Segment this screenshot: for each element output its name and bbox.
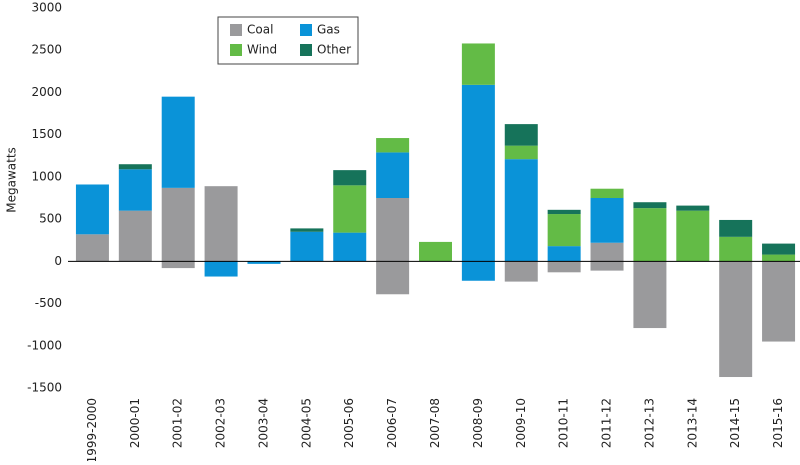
legend-swatch xyxy=(230,44,242,56)
bar-segment xyxy=(719,261,753,378)
bar-segment xyxy=(504,261,538,282)
y-tick-label: 2000 xyxy=(31,85,62,99)
bar-segment xyxy=(461,84,495,262)
y-tick-label: 1500 xyxy=(31,127,62,141)
bar-segment xyxy=(590,188,624,198)
bar-segment xyxy=(461,43,495,85)
bar-segment xyxy=(161,96,195,188)
bar-segment xyxy=(547,261,581,273)
x-tick-label: 2004-05 xyxy=(299,398,313,448)
x-tick-label: 2009-10 xyxy=(514,398,528,448)
bar-segment xyxy=(547,246,581,262)
bar-segment xyxy=(547,209,581,215)
bar-segment xyxy=(75,184,109,235)
bar-segment xyxy=(376,138,410,153)
legend-swatch xyxy=(300,44,312,56)
bar-segment xyxy=(376,198,410,262)
y-tick-label: 2500 xyxy=(31,43,62,57)
x-tick-label: 2012-13 xyxy=(642,398,656,448)
bar-segment xyxy=(590,198,624,243)
y-tick-label: -500 xyxy=(35,296,62,310)
x-tick-label: 2007-08 xyxy=(428,398,442,448)
bar-segment xyxy=(461,261,495,281)
bar-segment xyxy=(719,236,753,262)
legend-swatch xyxy=(230,24,242,36)
y-axis-label: Megawatts xyxy=(5,147,19,213)
legend-label: Coal xyxy=(247,23,273,37)
x-tick-label: 1999-2000 xyxy=(85,398,99,461)
bar-segment xyxy=(376,152,410,198)
bar-segment xyxy=(719,219,753,237)
bar-segment xyxy=(204,186,238,262)
bar-segment xyxy=(419,241,452,262)
bar-segment xyxy=(333,170,367,186)
legend-label: Other xyxy=(317,43,351,57)
x-tick-label: 2010-11 xyxy=(557,398,571,448)
bar-segment xyxy=(590,261,624,271)
bar-segment xyxy=(247,261,281,264)
x-tick-label: 2001-02 xyxy=(171,398,185,448)
bar-segment xyxy=(762,243,796,255)
bar-segment xyxy=(633,202,667,209)
x-tick-label: 2000-01 xyxy=(128,398,142,448)
bar-segment xyxy=(290,231,324,262)
y-tick-label: 500 xyxy=(39,212,62,226)
bar-segment xyxy=(762,261,796,342)
x-tick-label: 2014-15 xyxy=(728,398,742,448)
legend-swatch xyxy=(300,24,312,36)
bar-segment xyxy=(676,205,710,211)
bar-segment xyxy=(547,214,581,247)
bar-segment xyxy=(118,164,152,170)
y-tick-label: 3000 xyxy=(31,1,62,15)
y-tick-label: 0 xyxy=(54,254,62,268)
x-tick-label: 2015-16 xyxy=(771,398,785,448)
bar-segment xyxy=(204,261,238,277)
bar-segment xyxy=(118,210,152,262)
bar-segment xyxy=(633,261,667,329)
x-tick-label: 2013-14 xyxy=(685,398,699,448)
y-tick-label: -1500 xyxy=(27,381,62,395)
bar-segment xyxy=(161,187,195,262)
bar-segment xyxy=(290,228,324,232)
bar-segment xyxy=(633,208,667,262)
legend-label: Gas xyxy=(317,23,340,37)
bar-segment xyxy=(504,159,538,262)
bar-segment xyxy=(590,242,624,262)
bar-segment xyxy=(333,232,367,262)
x-tick-label: 2003-04 xyxy=(256,398,270,448)
bar-segment xyxy=(504,145,538,160)
y-tick-label: -1000 xyxy=(27,338,62,352)
bar-segment xyxy=(676,210,710,262)
bar-segment xyxy=(762,254,796,262)
bar-segment xyxy=(504,124,538,146)
x-tick-label: 2008-09 xyxy=(471,398,485,448)
bar-segment xyxy=(75,234,109,262)
x-tick-label: 2006-07 xyxy=(385,398,399,448)
x-tick-label: 2005-06 xyxy=(342,398,356,448)
x-tick-label: 2002-03 xyxy=(214,398,228,448)
bar-segment xyxy=(333,185,367,233)
bar-segment xyxy=(118,169,152,211)
x-tick-label: 2011-12 xyxy=(600,398,614,448)
bar-segment xyxy=(376,261,410,295)
legend-label: Wind xyxy=(247,43,277,57)
bar-segment xyxy=(161,261,195,269)
y-tick-label: 1000 xyxy=(31,169,62,183)
